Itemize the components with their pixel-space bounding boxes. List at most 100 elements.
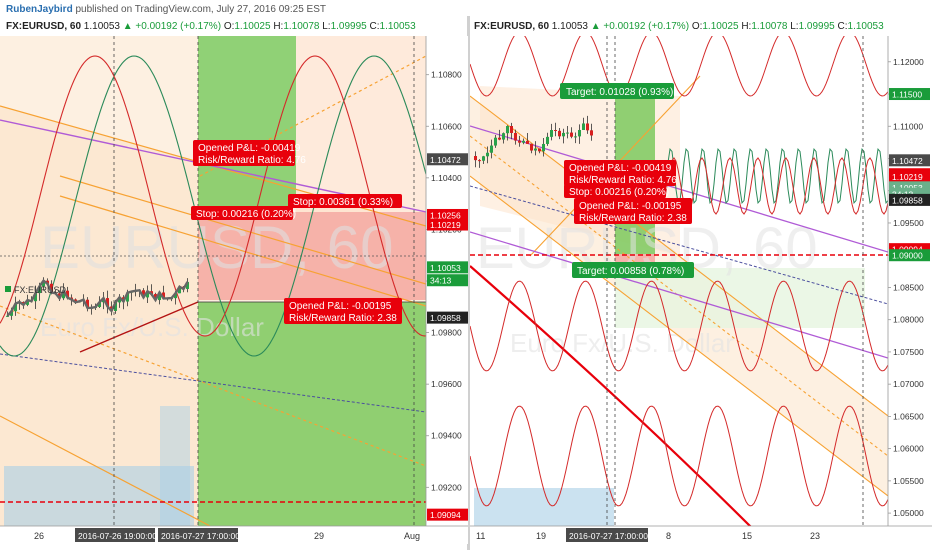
right-candle (474, 156, 477, 161)
right-candle (490, 145, 493, 153)
right-candle (506, 126, 509, 134)
left-price-tag-bg-0 (427, 153, 468, 166)
right-sine-red-bottom (470, 405, 888, 507)
right-candle (486, 152, 489, 157)
right-y-ticks: 1.120001.115001.110001.105001.100001.095… (888, 57, 924, 518)
right-price-tag-0: 1.11500 (892, 90, 922, 100)
left-xtick-crosshair-2-bg (158, 528, 238, 542)
right-chart-pane[interactable]: EURUSD, 60 Euro Fx/U.S. Dollar Target: (470, 36, 932, 544)
left-dark-red-line (79, 301, 199, 353)
left-candle (186, 281, 189, 289)
left-symbol[interactable]: FX:EURUSD, 60 (6, 21, 82, 32)
right-candle (578, 129, 581, 137)
right-label-pnl-1-line1: Opened P&L: -0.00419 (569, 163, 672, 174)
right-candle (530, 143, 533, 151)
left-last: 1.10053 (83, 21, 120, 32)
right-sine-red-top (470, 36, 888, 97)
left-channel-line-mid (59, 175, 426, 285)
right-price-tag-6: 1.09858 (892, 195, 923, 205)
right-candle (554, 130, 557, 132)
left-label-pnl-2-line1: Opened P&L: -0.00195 (289, 301, 392, 312)
right-candle (510, 126, 513, 133)
left-orange-zone (296, 36, 426, 212)
left-volume-spike (160, 406, 190, 526)
right-chart-svg[interactable]: EURUSD, 60 Euro Fx/U.S. Dollar Target: (470, 36, 932, 544)
left-candle (158, 292, 161, 301)
right-candle (566, 132, 569, 134)
right-xtick-19: 19 (536, 531, 546, 541)
left-candle (14, 303, 17, 312)
right-ytick-label-9: 1.07500 (893, 347, 924, 357)
left-symbol-header: FX:EURUSD, 60 1.10053 ▲ +0.00192 (+0.17%… (6, 21, 416, 32)
left-channel-line-lower (0, 305, 426, 467)
right-candle (482, 156, 485, 161)
left-price-tag-bg-5 (427, 311, 468, 324)
right-label-pnl-2-line2: Risk/Reward Ratio: 2.38 (579, 213, 687, 224)
right-xtick-23: 23 (810, 531, 820, 541)
right-sine-red-fast (659, 157, 888, 215)
left-xtick-29: 29 (314, 531, 324, 541)
right-candle (518, 140, 521, 143)
right-xtick-8: 8 (666, 531, 671, 541)
right-xtick-15: 15 (742, 531, 752, 541)
left-candle (146, 291, 149, 298)
left-change: ▲ +0.00192 (+0.17%) (122, 21, 222, 32)
right-candle (590, 130, 593, 136)
right-price-axis[interactable] (888, 36, 932, 544)
left-price-tag-1: 1.10256 (430, 210, 461, 220)
left-price-axis[interactable] (426, 36, 468, 544)
left-candle (174, 293, 177, 299)
right-candle (522, 140, 525, 143)
right-volume-area (474, 488, 614, 526)
left-candle (126, 292, 129, 302)
left-ytick-label-6: 1.09600 (431, 379, 462, 389)
left-legend: FX:EURUSD (5, 285, 67, 295)
right-label-stop-text: Stop: 0.00216 (0.20%) (569, 187, 669, 198)
right-price-tag-3: 1.10219 (892, 172, 923, 182)
left-watermark-symbol: EURUSD, 60 (40, 214, 393, 281)
left-candle (62, 290, 65, 299)
left-candle (50, 283, 53, 293)
left-xtick-crosshair-1: 2016-07-26 19:00:00 (78, 531, 157, 541)
right-low-label: L: (790, 21, 799, 32)
right-navy-trendline (470, 185, 888, 305)
left-candle (86, 299, 89, 308)
left-price-tag-bg-1 (427, 208, 468, 221)
left-label-stop-1-text: Stop: 0.00361 (0.33%) (293, 197, 393, 208)
left-label-stop-2-text: Stop: 0.00216 (0.20%) (196, 209, 296, 220)
left-candle (10, 311, 13, 316)
right-label-stop: Stop: 0.00216 (0.20%) (564, 184, 669, 198)
right-candle (558, 130, 561, 137)
right-price-tag-8: 1.09000 (892, 251, 923, 261)
left-chart-pane[interactable]: EURUSD, 60 Euro Fx/U.S. Dollar (0, 36, 468, 544)
left-chart-svg[interactable]: EURUSD, 60 Euro Fx/U.S. Dollar (0, 36, 468, 544)
left-high: 1.10078 (283, 21, 320, 32)
right-sine-red-mid (470, 280, 888, 372)
right-candle (534, 148, 537, 151)
left-price-tag-4: 34:13 (430, 276, 452, 286)
right-candle (538, 148, 541, 152)
left-open: 1.10025 (234, 21, 271, 32)
right-candle (542, 143, 545, 152)
right-ytick-label-14: 1.05000 (893, 508, 924, 518)
author-link[interactable]: RubenJaybird (6, 4, 73, 15)
left-candle (26, 300, 29, 305)
left-candle (6, 315, 9, 317)
pane-divider[interactable] (467, 16, 470, 550)
right-open: 1.10025 (702, 21, 739, 32)
right-candle (526, 140, 529, 144)
right-channel-mid (470, 135, 888, 457)
left-low-label: L: (322, 21, 331, 32)
left-xtick-aug: Aug (404, 531, 420, 541)
right-label-target-1-text: Target: 0.01028 (0.93%) (566, 87, 673, 98)
right-price-tag-bg-0 (889, 88, 930, 101)
left-candle (46, 280, 49, 284)
right-price-tag-1: 1.10472 (892, 156, 923, 166)
right-ytick-label-0: 1.12000 (893, 57, 924, 67)
left-sine-red (0, 55, 426, 337)
right-symbol[interactable]: FX:EURUSD, 60 (474, 21, 550, 32)
left-candle (98, 302, 101, 307)
left-label-stop-2: Stop: 0.00216 (0.20%) (191, 206, 296, 220)
right-ytick-label-7: 1.08500 (893, 282, 924, 292)
right-high-label: H: (741, 21, 752, 32)
